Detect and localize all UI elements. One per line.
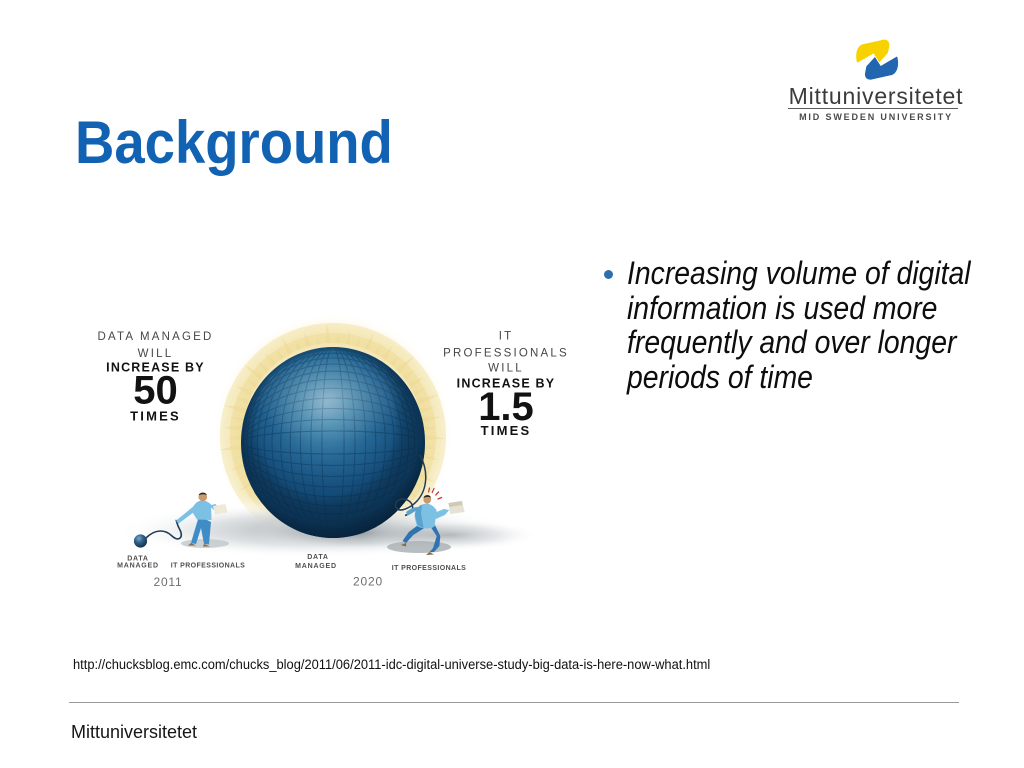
svg-text:TIMES: TIMES: [481, 423, 532, 438]
svg-text:DATA MANAGED: DATA MANAGED: [97, 331, 213, 343]
svg-text:IT PROFESSIONALS: IT PROFESSIONALS: [171, 563, 245, 570]
svg-text:PROFESSIONALS: PROFESSIONALS: [443, 347, 569, 359]
svg-text:DATA: DATA: [127, 556, 149, 563]
svg-text:DATA: DATA: [307, 554, 329, 561]
svg-text:1.5: 1.5: [478, 385, 534, 429]
svg-text:TIMES: TIMES: [130, 409, 181, 424]
svg-text:INCREASE BY: INCREASE BY: [106, 361, 205, 375]
svg-text:WILL: WILL: [138, 348, 174, 360]
svg-text:INCREASE BY: INCREASE BY: [457, 377, 556, 391]
svg-text:50: 50: [133, 369, 178, 413]
svg-text:2011: 2011: [153, 575, 182, 589]
svg-text:MANAGED: MANAGED: [295, 563, 337, 570]
svg-text:IT PROFESSIONALS: IT PROFESSIONALS: [392, 565, 466, 572]
svg-text:IT: IT: [499, 331, 514, 343]
svg-text:MANAGED: MANAGED: [117, 563, 159, 570]
svg-text:2020: 2020: [353, 575, 383, 589]
svg-text:WILL: WILL: [488, 363, 524, 375]
